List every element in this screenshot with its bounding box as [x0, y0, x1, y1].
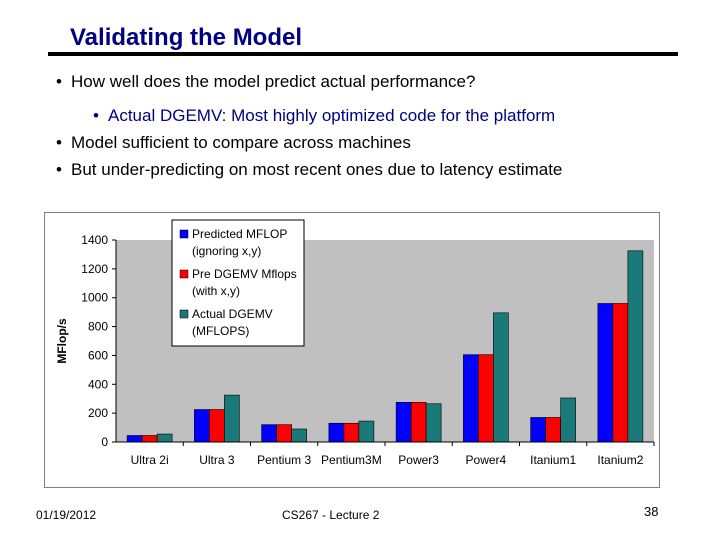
- bar: [560, 397, 576, 443]
- footer-course: CS267 - Lecture 2: [282, 508, 380, 522]
- x-tick-label: Itanium1: [530, 453, 576, 467]
- x-tick-label: Pentium3M: [321, 453, 382, 467]
- y-tick-label: 1400: [81, 233, 108, 247]
- x-tick-label: Power4: [466, 453, 507, 467]
- y-tick-label: 1200: [81, 262, 108, 276]
- bar: [291, 428, 307, 443]
- legend-swatch: [179, 229, 189, 239]
- bullet-glyph: •: [56, 133, 62, 152]
- bullet-item: • Model sufficient to compare across mach…: [56, 133, 411, 153]
- y-tick-label: 1000: [81, 291, 108, 305]
- bar: [276, 424, 292, 443]
- bar: [530, 417, 546, 443]
- legend-label: (ignoring x,y): [192, 244, 261, 258]
- x-axis: Ultra 2i Ultra 3 Pentium 3 Pentium3M Power3 P…: [116, 441, 655, 467]
- bar: [209, 409, 225, 443]
- title-underline: [48, 52, 678, 56]
- bar: [261, 424, 277, 443]
- bar-series: [126, 250, 644, 443]
- legend-label: (with x,y): [192, 284, 240, 298]
- footer-date: 01/19/2012: [36, 508, 97, 522]
- y-axis-label: MFlop/s: [55, 318, 69, 364]
- y-tick-label: 0: [101, 435, 108, 449]
- legend-box: [171, 219, 305, 347]
- bullet-glyph: •: [56, 160, 62, 179]
- bar: [343, 422, 360, 443]
- bar: [358, 420, 375, 443]
- bar: [126, 435, 143, 443]
- bullet-text: Actual DGEMV: Most highly optimized code…: [108, 106, 556, 125]
- x-tick-label: Itanium2: [597, 453, 643, 467]
- chart-container: MFlop/s 0 200 400 600 800 1000 1200 1400 Ultra …: [44, 212, 660, 488]
- legend-label: Pre DGEMV Mflops: [192, 267, 297, 281]
- bar: [224, 394, 240, 443]
- legend-swatch: [179, 309, 189, 319]
- mflops-bar-chart: MFlop/s 0 200 400 600 800 1000 1200 1400 Ultra …: [44, 212, 660, 488]
- x-tick-label: Ultra 3: [199, 453, 235, 467]
- bar: [194, 409, 210, 443]
- legend-label: Predicted MFLOP: [192, 227, 287, 241]
- y-tick-label: 400: [88, 377, 108, 391]
- bullet-glyph: •: [56, 72, 62, 91]
- legend-swatch: [179, 269, 189, 279]
- sub-bullet-item: • Actual DGEMV: Most highly optimized cod…: [93, 106, 555, 126]
- bar: [597, 303, 614, 443]
- legend-label: (MFLOPS): [192, 324, 249, 338]
- y-tick-label: 600: [88, 348, 108, 362]
- legend-label: Actual DGEMV: [192, 307, 273, 321]
- x-tick-label: Pentium 3: [257, 453, 311, 467]
- bullet-text: How well does the model predict actual p…: [71, 72, 476, 91]
- bar: [425, 403, 442, 443]
- bullet-glyph: •: [93, 106, 99, 125]
- x-tick-label: Ultra 2i: [131, 453, 169, 467]
- y-tick-label: 800: [88, 320, 108, 334]
- x-tick-label: Power3: [398, 453, 439, 467]
- slide-title: Validating the Model: [70, 24, 303, 51]
- bar: [627, 250, 644, 443]
- bar: [463, 354, 479, 443]
- bar: [141, 435, 158, 443]
- bullet-text: Model sufficient to compare across machi…: [71, 133, 411, 152]
- chart-legend: Predicted MFLOP (ignoring x,y) Pre DGEMV M…: [171, 219, 305, 347]
- bar: [156, 433, 173, 443]
- y-axis: 0 200 400 600 800 1000 1200 1400: [81, 233, 117, 449]
- bar: [478, 354, 494, 443]
- bar: [612, 303, 629, 443]
- bar: [493, 312, 509, 443]
- bullet-item: • But under-predicting on most recent one…: [56, 160, 562, 180]
- bullet-text: But under-predicting on most recent ones…: [71, 160, 563, 179]
- bar: [328, 422, 345, 443]
- bar: [395, 402, 412, 443]
- y-tick-label: 200: [88, 406, 108, 420]
- page-number: 38: [644, 504, 659, 519]
- bullet-item: • How well does the model predict actual …: [56, 72, 475, 92]
- bar: [410, 402, 427, 443]
- bar: [545, 417, 561, 443]
